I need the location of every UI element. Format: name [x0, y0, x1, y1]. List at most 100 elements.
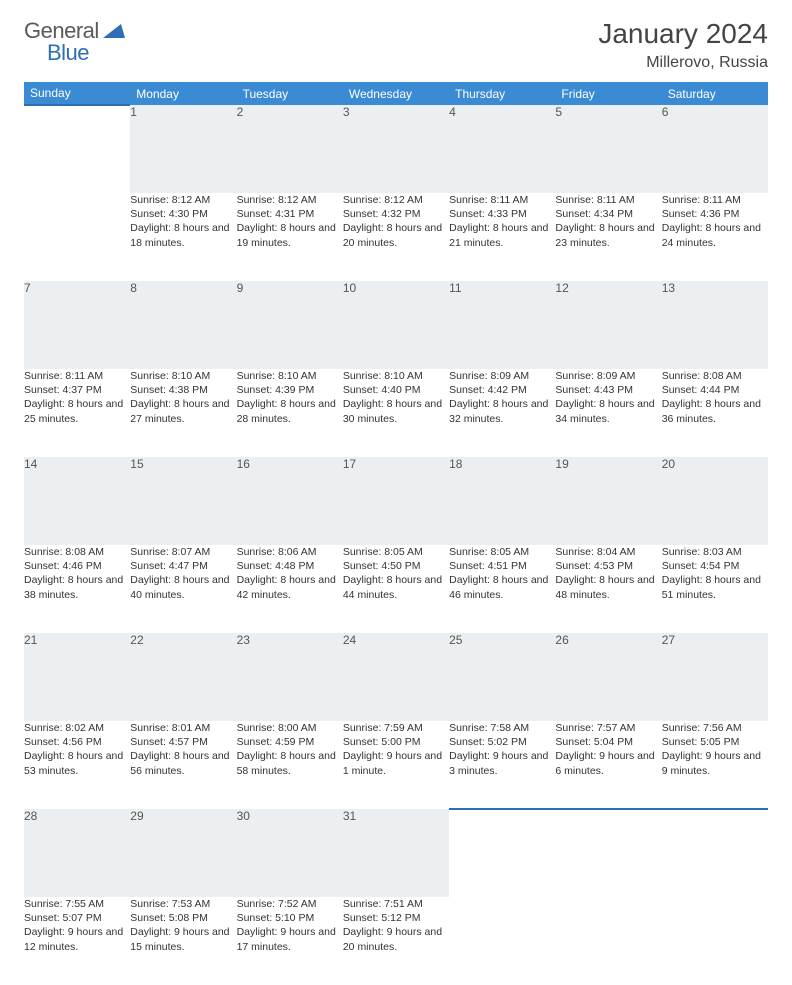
sunset-text: Sunset: 4:44 PM [662, 383, 768, 397]
daylight-text: Daylight: 8 hours and 25 minutes. [24, 397, 130, 425]
sunset-text: Sunset: 5:00 PM [343, 735, 449, 749]
day-number-cell: 13 [662, 281, 768, 369]
daylight-text: Daylight: 8 hours and 58 minutes. [237, 749, 343, 777]
data-row: Sunrise: 8:02 AMSunset: 4:56 PMDaylight:… [24, 721, 768, 809]
sunset-text: Sunset: 5:07 PM [24, 911, 130, 925]
day-data-cell: Sunrise: 8:11 AMSunset: 4:33 PMDaylight:… [449, 193, 555, 281]
sunrise-text: Sunrise: 8:04 AM [555, 545, 661, 559]
data-row: Sunrise: 7:55 AMSunset: 5:07 PMDaylight:… [24, 897, 768, 985]
day-data-cell: Sunrise: 8:11 AMSunset: 4:36 PMDaylight:… [662, 193, 768, 281]
day-data-cell: Sunrise: 8:00 AMSunset: 4:59 PMDaylight:… [237, 721, 343, 809]
weekday-header: Thursday [449, 82, 555, 105]
day-number-cell: 22 [130, 633, 236, 721]
daylight-text: Daylight: 8 hours and 56 minutes. [130, 749, 236, 777]
sunset-text: Sunset: 4:37 PM [24, 383, 130, 397]
day-data-cell: Sunrise: 8:10 AMSunset: 4:40 PMDaylight:… [343, 369, 449, 457]
sunset-text: Sunset: 4:47 PM [130, 559, 236, 573]
sunset-text: Sunset: 4:48 PM [237, 559, 343, 573]
sunrise-text: Sunrise: 8:05 AM [449, 545, 555, 559]
title-block: January 2024 Millerovo, Russia [598, 18, 768, 72]
sunrise-text: Sunrise: 7:56 AM [662, 721, 768, 735]
sunrise-text: Sunrise: 8:10 AM [237, 369, 343, 383]
day-data-cell: Sunrise: 8:09 AMSunset: 4:42 PMDaylight:… [449, 369, 555, 457]
daylight-text: Daylight: 8 hours and 53 minutes. [24, 749, 130, 777]
day-data-cell: Sunrise: 7:58 AMSunset: 5:02 PMDaylight:… [449, 721, 555, 809]
day-data-cell: Sunrise: 8:09 AMSunset: 4:43 PMDaylight:… [555, 369, 661, 457]
sunset-text: Sunset: 5:05 PM [662, 735, 768, 749]
sunrise-text: Sunrise: 7:59 AM [343, 721, 449, 735]
weekday-header: Wednesday [343, 82, 449, 105]
day-data-cell: Sunrise: 7:56 AMSunset: 5:05 PMDaylight:… [662, 721, 768, 809]
sunrise-text: Sunrise: 8:06 AM [237, 545, 343, 559]
daylight-text: Daylight: 8 hours and 44 minutes. [343, 573, 449, 601]
sunset-text: Sunset: 4:42 PM [449, 383, 555, 397]
sunset-text: Sunset: 4:34 PM [555, 207, 661, 221]
sunset-text: Sunset: 5:10 PM [237, 911, 343, 925]
sunset-text: Sunset: 5:02 PM [449, 735, 555, 749]
data-row: Sunrise: 8:12 AMSunset: 4:30 PMDaylight:… [24, 193, 768, 281]
day-data-cell: Sunrise: 7:59 AMSunset: 5:00 PMDaylight:… [343, 721, 449, 809]
day-data-cell: Sunrise: 8:10 AMSunset: 4:39 PMDaylight:… [237, 369, 343, 457]
sunset-text: Sunset: 4:51 PM [449, 559, 555, 573]
daylight-text: Daylight: 8 hours and 30 minutes. [343, 397, 449, 425]
logo-text-b: Blue [47, 40, 89, 65]
sunrise-text: Sunrise: 8:09 AM [449, 369, 555, 383]
day-data-cell [24, 193, 130, 281]
sunset-text: Sunset: 4:36 PM [662, 207, 768, 221]
sunrise-text: Sunrise: 8:11 AM [555, 193, 661, 207]
daylight-text: Daylight: 9 hours and 6 minutes. [555, 749, 661, 777]
daylight-text: Daylight: 9 hours and 15 minutes. [130, 925, 236, 953]
sunset-text: Sunset: 4:38 PM [130, 383, 236, 397]
day-data-cell: Sunrise: 8:04 AMSunset: 4:53 PMDaylight:… [555, 545, 661, 633]
day-data-cell: Sunrise: 8:10 AMSunset: 4:38 PMDaylight:… [130, 369, 236, 457]
daylight-text: Daylight: 8 hours and 38 minutes. [24, 573, 130, 601]
sunset-text: Sunset: 4:46 PM [24, 559, 130, 573]
data-row: Sunrise: 8:08 AMSunset: 4:46 PMDaylight:… [24, 545, 768, 633]
day-number-cell: 4 [449, 105, 555, 193]
day-number-cell: 15 [130, 457, 236, 545]
sunrise-text: Sunrise: 8:07 AM [130, 545, 236, 559]
day-number-cell: 21 [24, 633, 130, 721]
sunrise-text: Sunrise: 7:53 AM [130, 897, 236, 911]
daylight-text: Daylight: 9 hours and 12 minutes. [24, 925, 130, 953]
sunset-text: Sunset: 4:40 PM [343, 383, 449, 397]
sunrise-text: Sunrise: 8:03 AM [662, 545, 768, 559]
daylight-text: Daylight: 8 hours and 20 minutes. [343, 221, 449, 249]
sunset-text: Sunset: 4:50 PM [343, 559, 449, 573]
daynum-row: 28293031 [24, 809, 768, 897]
sunrise-text: Sunrise: 8:08 AM [24, 545, 130, 559]
sunrise-text: Sunrise: 7:57 AM [555, 721, 661, 735]
daynum-row: 78910111213 [24, 281, 768, 369]
daylight-text: Daylight: 8 hours and 27 minutes. [130, 397, 236, 425]
day-data-cell: Sunrise: 7:55 AMSunset: 5:07 PMDaylight:… [24, 897, 130, 985]
day-data-cell: Sunrise: 8:12 AMSunset: 4:30 PMDaylight:… [130, 193, 236, 281]
day-number-cell: 12 [555, 281, 661, 369]
daylight-text: Daylight: 8 hours and 40 minutes. [130, 573, 236, 601]
day-data-cell: Sunrise: 8:01 AMSunset: 4:57 PMDaylight:… [130, 721, 236, 809]
day-number-cell: 31 [343, 809, 449, 897]
day-number-cell: 3 [343, 105, 449, 193]
day-number-cell: 2 [237, 105, 343, 193]
day-number-cell: 26 [555, 633, 661, 721]
day-number-cell: 19 [555, 457, 661, 545]
daylight-text: Daylight: 8 hours and 46 minutes. [449, 573, 555, 601]
sunset-text: Sunset: 4:31 PM [237, 207, 343, 221]
daynum-row: 21222324252627 [24, 633, 768, 721]
logo-sub: Blue [47, 40, 89, 66]
sunrise-text: Sunrise: 8:08 AM [662, 369, 768, 383]
daynum-row: 123456 [24, 105, 768, 193]
day-number-cell: 27 [662, 633, 768, 721]
daylight-text: Daylight: 8 hours and 42 minutes. [237, 573, 343, 601]
sunrise-text: Sunrise: 8:12 AM [130, 193, 236, 207]
weekday-header: Sunday [24, 82, 130, 105]
day-number-cell: 24 [343, 633, 449, 721]
day-data-cell: Sunrise: 8:02 AMSunset: 4:56 PMDaylight:… [24, 721, 130, 809]
day-number-cell: 7 [24, 281, 130, 369]
daylight-text: Daylight: 8 hours and 18 minutes. [130, 221, 236, 249]
weekday-header: Saturday [662, 82, 768, 105]
day-data-cell [449, 897, 555, 985]
day-number-cell [24, 105, 130, 193]
day-data-cell [555, 897, 661, 985]
weekday-header: Tuesday [237, 82, 343, 105]
weekday-header: Friday [555, 82, 661, 105]
